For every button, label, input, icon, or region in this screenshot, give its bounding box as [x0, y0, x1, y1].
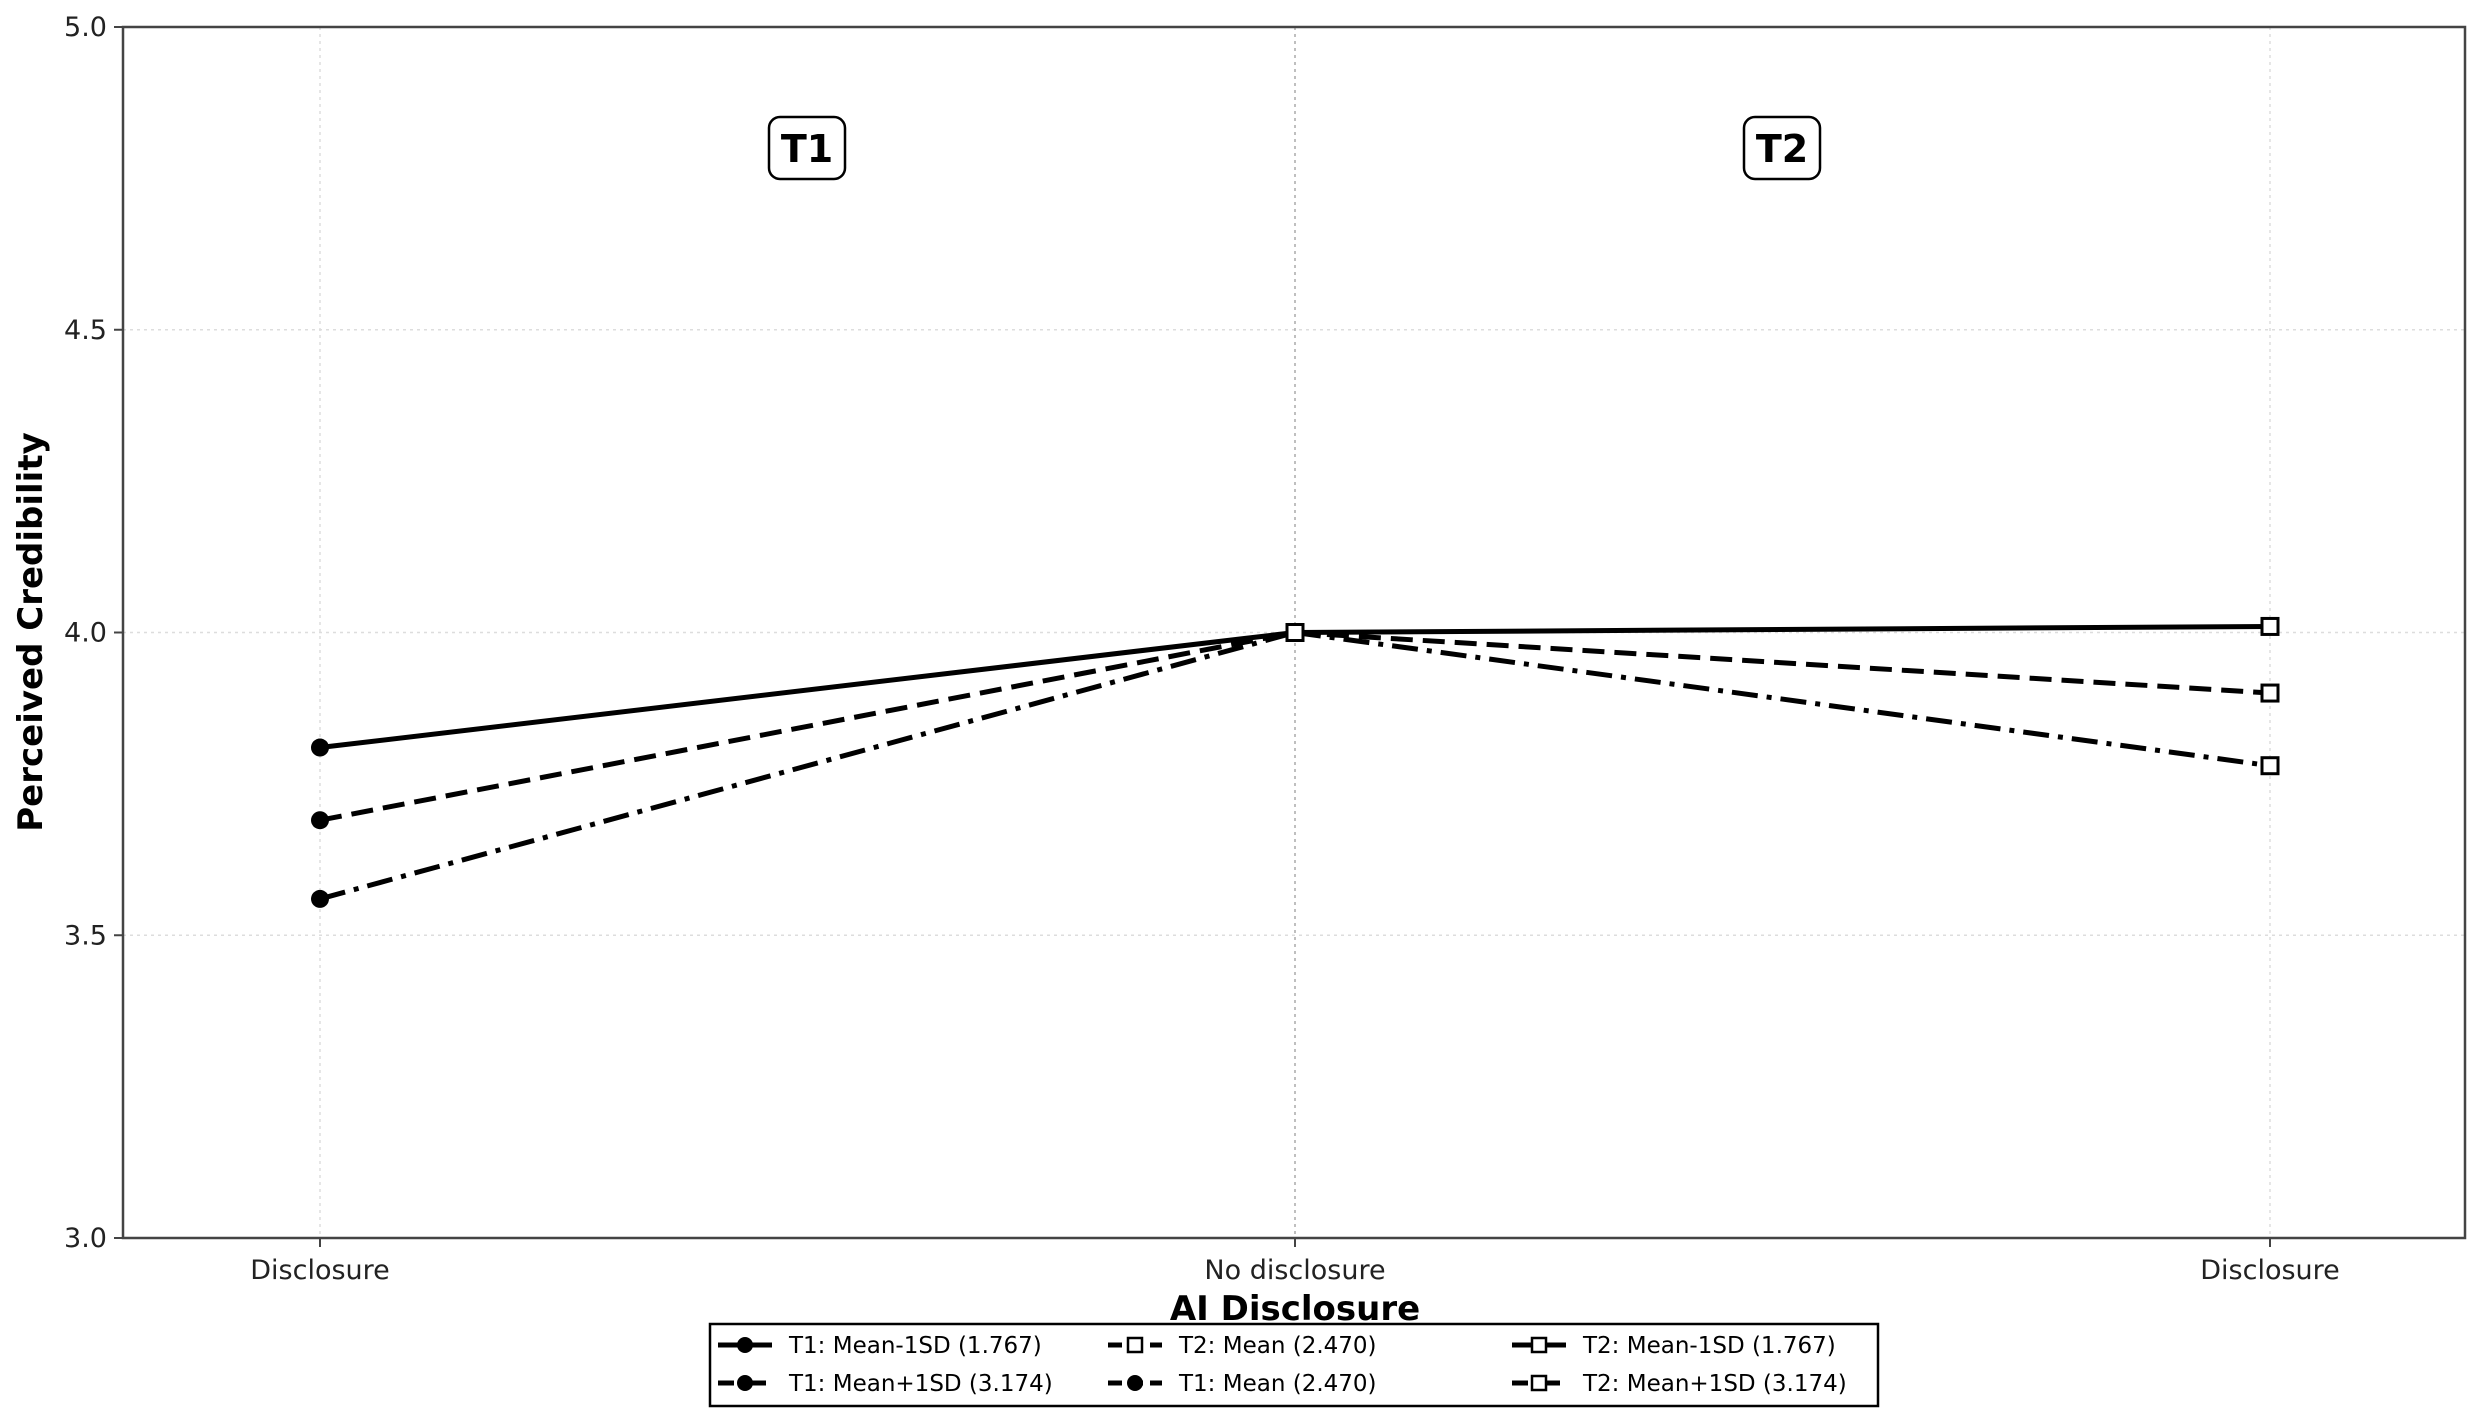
data-point	[311, 889, 329, 908]
series-6	[1285, 623, 2280, 776]
series-4	[1285, 616, 2280, 642]
legend-label: T1: Mean-1SD (1.767)	[788, 1333, 1042, 1359]
series-line	[1294, 623, 2271, 635]
x-tick-label: Disclosure	[2200, 1255, 2340, 1286]
legend-marker	[737, 1375, 753, 1391]
series-line	[1294, 630, 2271, 769]
legend-frame	[708, 1322, 1880, 1408]
series-line	[319, 630, 1296, 823]
x-axis-ticks: Disclosure No disclosure Disclosure	[250, 1238, 2340, 1286]
panel-labels: T1 T2	[767, 115, 1822, 181]
legend-label: T2: Mean (2.470)	[1178, 1333, 1377, 1359]
legend-label: T2: Mean+1SD (3.174)	[1582, 1371, 1847, 1397]
panel-label-t1: T1	[767, 115, 847, 181]
panel-label-box	[767, 115, 847, 181]
panel-label-box	[1742, 115, 1822, 181]
y-tick-label: 4.5	[64, 315, 107, 346]
y-tick-label: 4.0	[64, 618, 107, 649]
legend-label: T2: Mean-1SD (1.767)	[1582, 1333, 1836, 1359]
series-3	[311, 623, 1304, 908]
panel-label-t2: T2	[1742, 115, 1822, 181]
legend-entry: T1: Mean+1SD (3.174)	[718, 1371, 1053, 1397]
series-line	[1294, 630, 2271, 696]
legend-label: T1: Mean (2.470)	[1178, 1371, 1377, 1397]
x-tick-label: No disclosure	[1204, 1255, 1385, 1286]
data-point	[311, 811, 329, 830]
data-point	[2260, 756, 2280, 776]
series-line	[319, 630, 1296, 902]
data-point	[1285, 623, 1305, 642]
data-point	[2260, 616, 2280, 636]
legend-entry: T2: Mean (2.470)	[1108, 1333, 1377, 1359]
panel-label-text: T2	[1756, 127, 1808, 171]
x-tick-label: Disclosure	[250, 1255, 390, 1286]
data-point	[2260, 683, 2280, 703]
series-1	[311, 623, 1304, 757]
series-5	[1285, 623, 2280, 703]
legend-entry: T2: Mean-1SD (1.767)	[1512, 1333, 1836, 1359]
data-point	[311, 738, 329, 757]
legend-marker	[1127, 1375, 1143, 1391]
y-tick-label: 3.0	[64, 1223, 107, 1254]
legend-marker	[737, 1337, 753, 1353]
legend-marker	[1530, 1336, 1548, 1354]
legend-entry: T1: Mean-1SD (1.767)	[718, 1333, 1042, 1359]
legend-marker	[1530, 1374, 1548, 1392]
y-tick-label: 3.5	[64, 920, 107, 951]
y-tick-label: 5.0	[64, 12, 107, 43]
legend-label: T1: Mean+1SD (3.174)	[788, 1371, 1053, 1397]
legend-entry: T2: Mean+1SD (3.174)	[1512, 1371, 1847, 1397]
panel-label-text: T1	[781, 127, 833, 171]
y-axis-title: Perceived Credibility	[11, 432, 51, 832]
x-axis-title: AI Disclosure	[1170, 1289, 1420, 1329]
legend: T1: Mean-1SD (1.767) T1: Mean+1SD (3.174)…	[708, 1322, 1880, 1408]
series-group	[311, 616, 2280, 908]
legend-marker	[1126, 1336, 1144, 1354]
series-2	[311, 623, 1304, 830]
series-line	[319, 630, 1296, 751]
y-axis-ticks: 3.0 3.5 4.0 4.5 5.0	[64, 12, 123, 1254]
legend-entry: T1: Mean (2.470)	[1108, 1371, 1377, 1397]
